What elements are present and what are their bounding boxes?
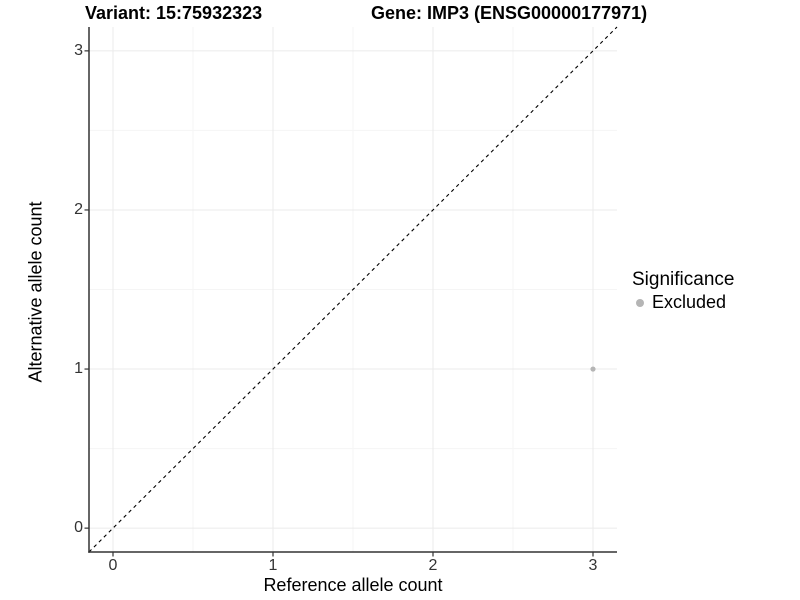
legend-point-icon — [636, 298, 644, 307]
x-tick-label: 3 — [588, 557, 598, 574]
legend-title: Significance — [632, 269, 735, 290]
legend: Significance Excluded — [632, 269, 734, 313]
x-tick-label: 1 — [268, 557, 278, 574]
data-point — [590, 366, 596, 372]
y-tick-label: 2 — [74, 200, 83, 218]
y-tick-label: 1 — [74, 360, 83, 378]
legend-item-label: Excluded — [652, 292, 727, 312]
x-tick-label: 0 — [108, 557, 118, 574]
legend-item-excluded: Excluded — [632, 292, 734, 313]
x-tick-label: 2 — [428, 557, 438, 574]
y-tick-label: 0 — [74, 519, 83, 537]
variant-title: Variant: 15:75932323 — [85, 3, 263, 23]
y-axis-title: Alternative allele count — [25, 201, 46, 383]
gene-title: Gene: IMP3 (ENSG00000177971) — [371, 3, 648, 23]
x-axis-title: Reference allele count — [263, 575, 443, 595]
identity-dashed-line — [88, 26, 618, 553]
y-tick-label: 3 — [74, 41, 83, 59]
